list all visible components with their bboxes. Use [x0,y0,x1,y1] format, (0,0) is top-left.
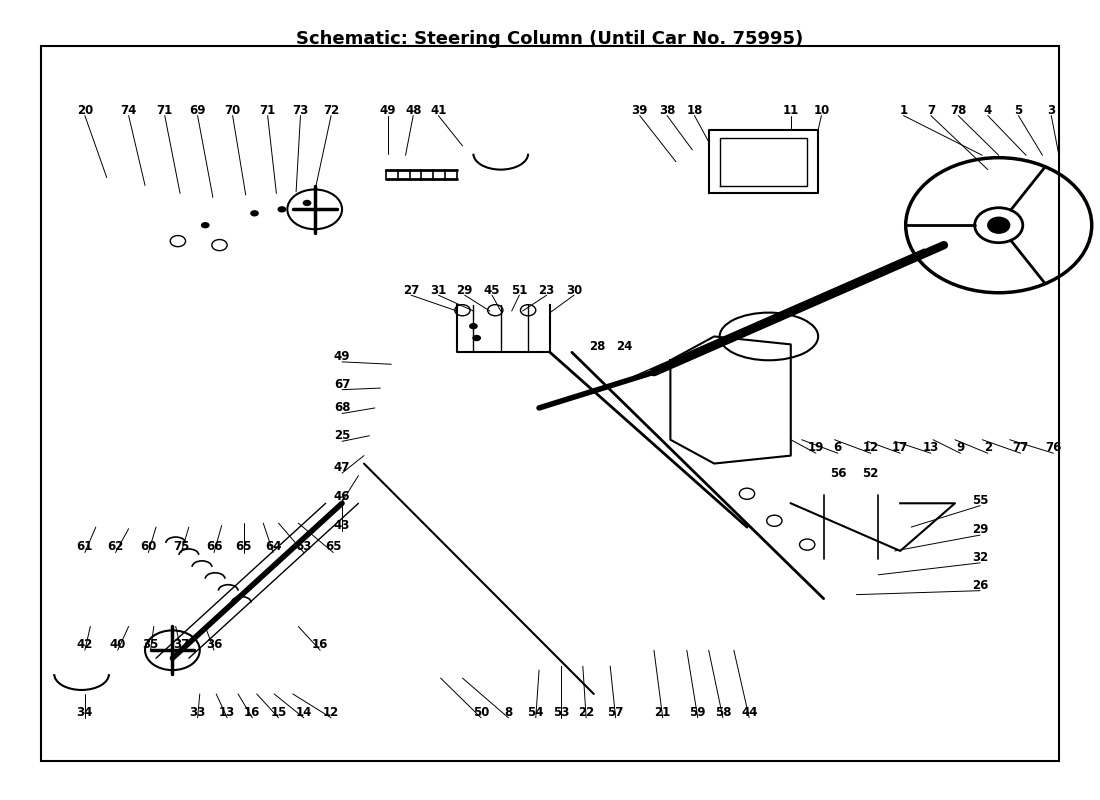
Text: 42: 42 [77,638,94,651]
Text: 29: 29 [972,523,988,536]
Text: 28: 28 [588,340,605,354]
Text: 4: 4 [983,103,992,117]
Text: 16: 16 [312,638,329,651]
Text: 6: 6 [834,441,842,454]
Text: 58: 58 [715,706,732,718]
Text: 69: 69 [189,103,206,117]
Circle shape [277,206,286,213]
Text: 74: 74 [121,103,136,117]
Circle shape [472,335,481,342]
Text: 64: 64 [265,541,282,554]
Text: 37: 37 [173,638,189,651]
Text: 41: 41 [430,103,447,117]
Text: 60: 60 [140,541,156,554]
Text: 40: 40 [110,638,125,651]
Text: 76: 76 [1045,441,1062,454]
Text: 8: 8 [504,706,513,718]
Text: 59: 59 [690,706,706,718]
Text: 49: 49 [379,103,396,117]
Text: 53: 53 [553,706,569,718]
Text: 61: 61 [77,541,94,554]
Text: 21: 21 [654,706,671,718]
Text: Schematic: Steering Column (Until Car No. 75995): Schematic: Steering Column (Until Car No… [296,30,804,47]
Text: 49: 49 [333,350,350,363]
Text: 70: 70 [224,103,241,117]
Text: 13: 13 [219,706,235,718]
Text: 9: 9 [956,441,965,454]
Text: 27: 27 [403,284,419,297]
Text: 50: 50 [473,706,490,718]
Text: 34: 34 [77,706,94,718]
Text: 72: 72 [323,103,339,117]
Text: 65: 65 [326,541,341,554]
Text: 30: 30 [566,284,582,297]
Text: 32: 32 [972,550,988,564]
Text: 51: 51 [512,284,528,297]
Circle shape [201,222,210,229]
Text: 1: 1 [900,103,908,117]
Text: 71: 71 [156,103,173,117]
Text: 25: 25 [334,430,350,442]
Text: 44: 44 [741,706,758,718]
Text: 19: 19 [807,441,824,454]
Text: 71: 71 [260,103,276,117]
Text: 77: 77 [1012,441,1028,454]
Text: 31: 31 [430,284,447,297]
Text: 15: 15 [271,706,287,718]
Text: 35: 35 [142,638,158,651]
Text: 13: 13 [923,441,939,454]
Text: 38: 38 [659,103,675,117]
Text: 54: 54 [528,706,544,718]
Text: 68: 68 [333,402,350,414]
Text: 36: 36 [206,638,222,651]
Text: 12: 12 [323,706,339,718]
Text: 17: 17 [892,441,909,454]
Text: 46: 46 [333,490,350,503]
Text: 20: 20 [77,103,94,117]
Text: 45: 45 [484,284,500,297]
Circle shape [302,200,311,206]
Text: 5: 5 [1014,103,1023,117]
Text: 43: 43 [334,519,350,532]
Text: 52: 52 [862,466,879,479]
Text: 62: 62 [108,541,123,554]
Text: 73: 73 [293,103,309,117]
Text: 48: 48 [405,103,421,117]
Text: 75: 75 [173,541,189,554]
Circle shape [250,210,258,217]
Text: 33: 33 [189,706,206,718]
Text: 78: 78 [950,103,967,117]
Text: 55: 55 [972,494,989,507]
Text: 66: 66 [206,541,222,554]
Text: 56: 56 [829,466,846,479]
Text: 16: 16 [244,706,261,718]
Text: 26: 26 [972,578,988,592]
Text: 63: 63 [296,541,312,554]
Text: 22: 22 [578,706,594,718]
Text: 47: 47 [334,461,350,474]
Text: 57: 57 [607,706,624,718]
Circle shape [988,218,1010,233]
Text: 29: 29 [456,284,473,297]
Text: 23: 23 [539,284,554,297]
Text: 24: 24 [616,340,632,354]
Circle shape [469,323,477,330]
Text: 39: 39 [631,103,648,117]
Text: 65: 65 [235,541,252,554]
Text: 7: 7 [927,103,935,117]
Text: 67: 67 [334,378,350,390]
Text: 3: 3 [1047,103,1055,117]
Text: 18: 18 [686,103,703,117]
Text: 2: 2 [983,441,992,454]
Text: 14: 14 [296,706,312,718]
Text: 12: 12 [862,441,879,454]
Text: 11: 11 [783,103,799,117]
Text: 10: 10 [813,103,829,117]
